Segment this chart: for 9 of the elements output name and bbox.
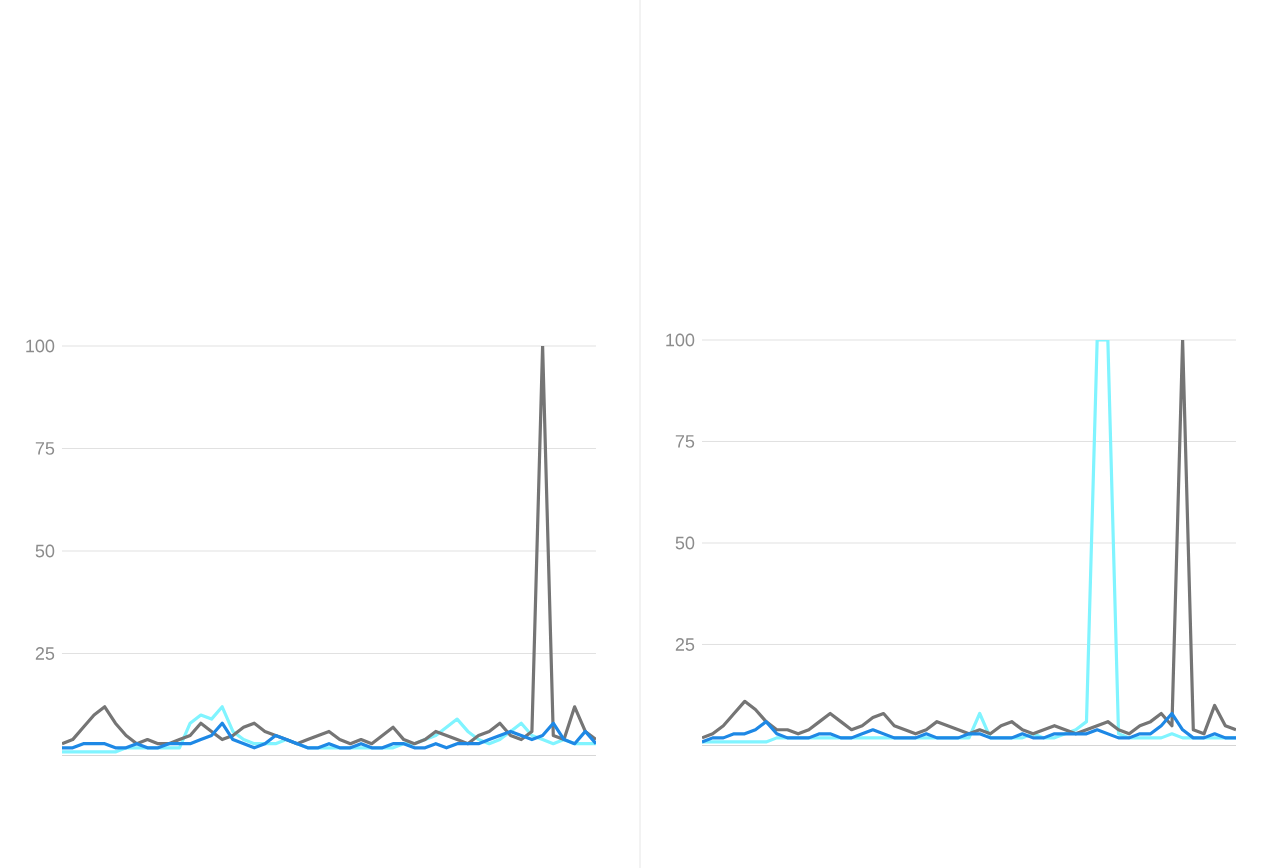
line-series [62,345,596,746]
y-tick-label: 50 [35,544,55,558]
y-tick-label: 75 [675,435,695,448]
y-tick-label: 25 [675,638,695,651]
y-tick-label: 100 [666,333,695,347]
y-tick-label: 25 [35,647,55,660]
y-tick-label: 50 [675,536,695,550]
y-tick-label: 75 [35,442,55,455]
y-tick-label: 100 [26,339,55,353]
